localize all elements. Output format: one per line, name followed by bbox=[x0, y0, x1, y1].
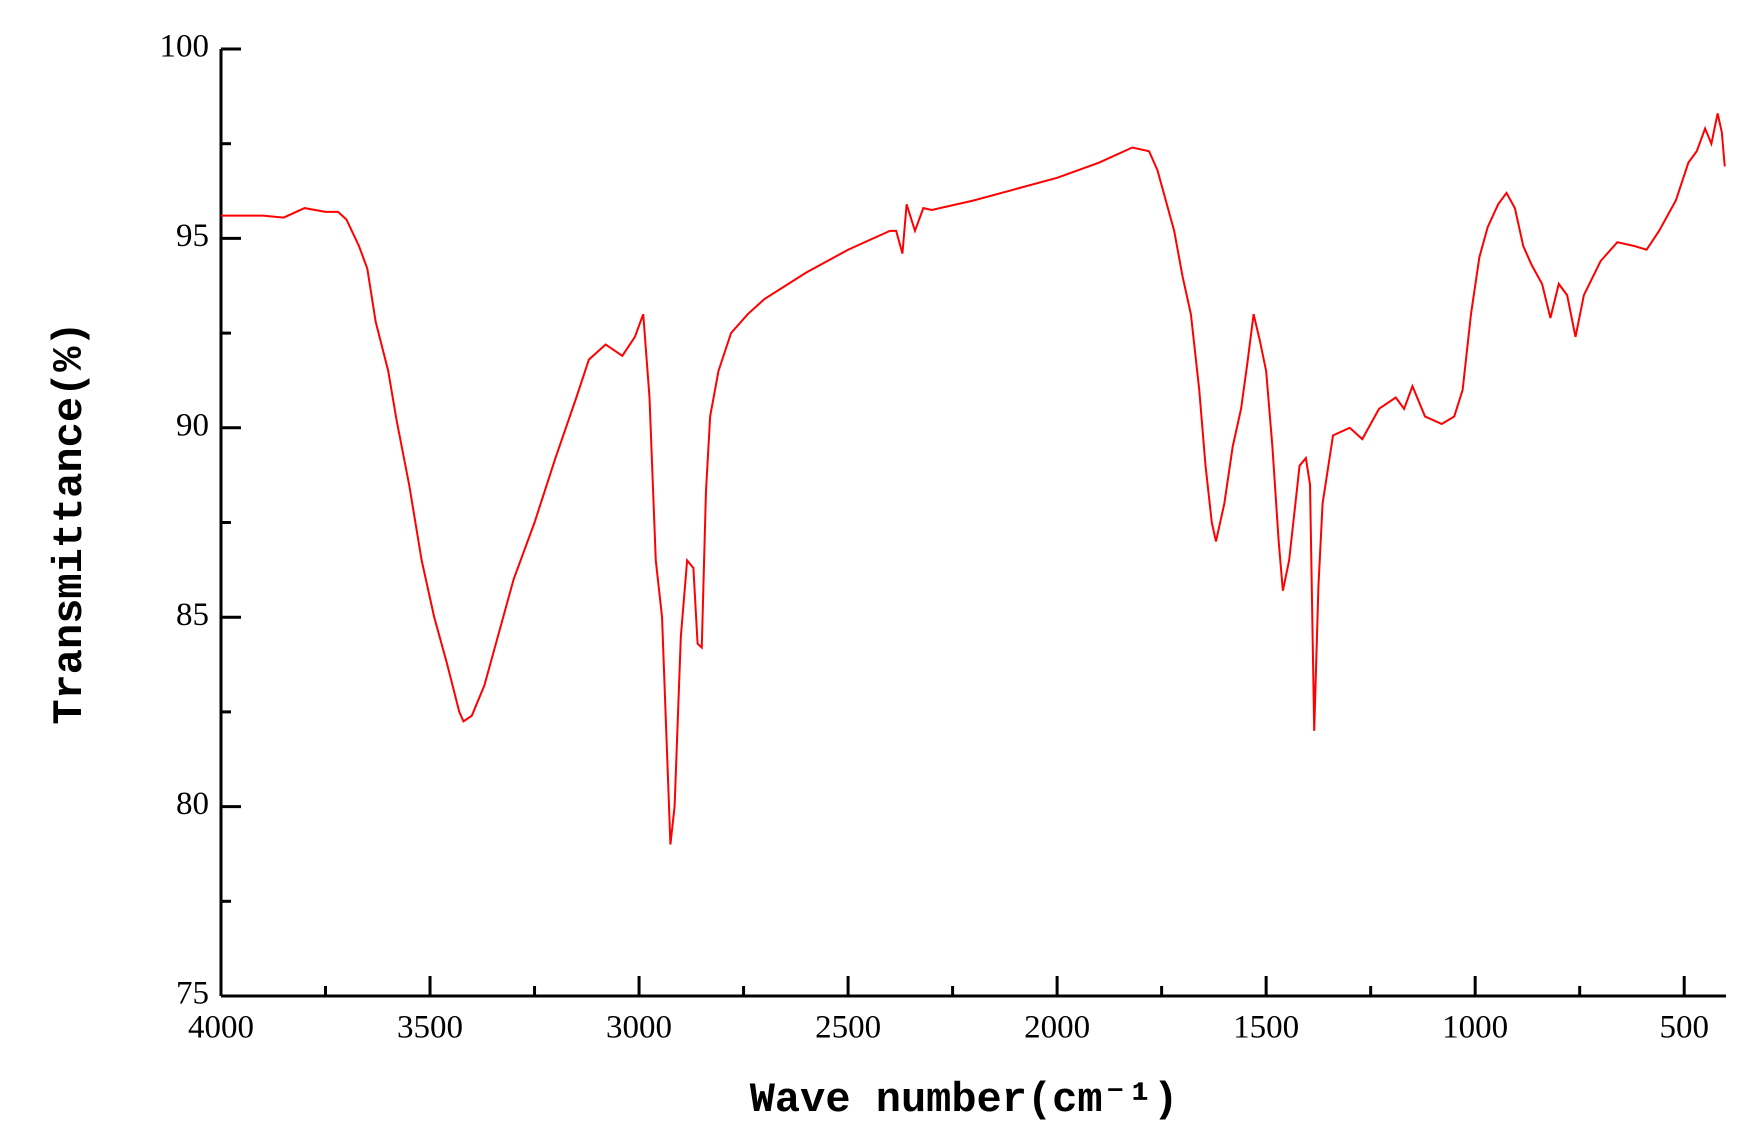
x-tick-label: 3000 bbox=[606, 1010, 672, 1046]
x-tick-label: 1000 bbox=[1442, 1010, 1508, 1046]
x-tick-label: 4000 bbox=[188, 1010, 254, 1046]
y-tick-label: 85 bbox=[176, 597, 209, 633]
x-tick-label: 2000 bbox=[1024, 1010, 1090, 1046]
spectrum-line bbox=[221, 113, 1726, 845]
y-axis-label: Transmittance(%) bbox=[46, 321, 94, 724]
x-tick-label: 1500 bbox=[1233, 1010, 1299, 1046]
x-tick-label: 3500 bbox=[397, 1010, 463, 1046]
x-tick-label: 500 bbox=[1659, 1010, 1709, 1046]
x-tick-label: 2500 bbox=[815, 1010, 881, 1046]
x-axis-label: Wave number(cm⁻¹) bbox=[750, 1076, 1179, 1124]
y-tick-label: 90 bbox=[176, 407, 209, 443]
y-tick-label: 100 bbox=[160, 29, 210, 65]
y-tick-label: 80 bbox=[176, 786, 209, 822]
y-tick-label: 75 bbox=[176, 976, 209, 1012]
y-tick-label: 95 bbox=[176, 218, 209, 254]
